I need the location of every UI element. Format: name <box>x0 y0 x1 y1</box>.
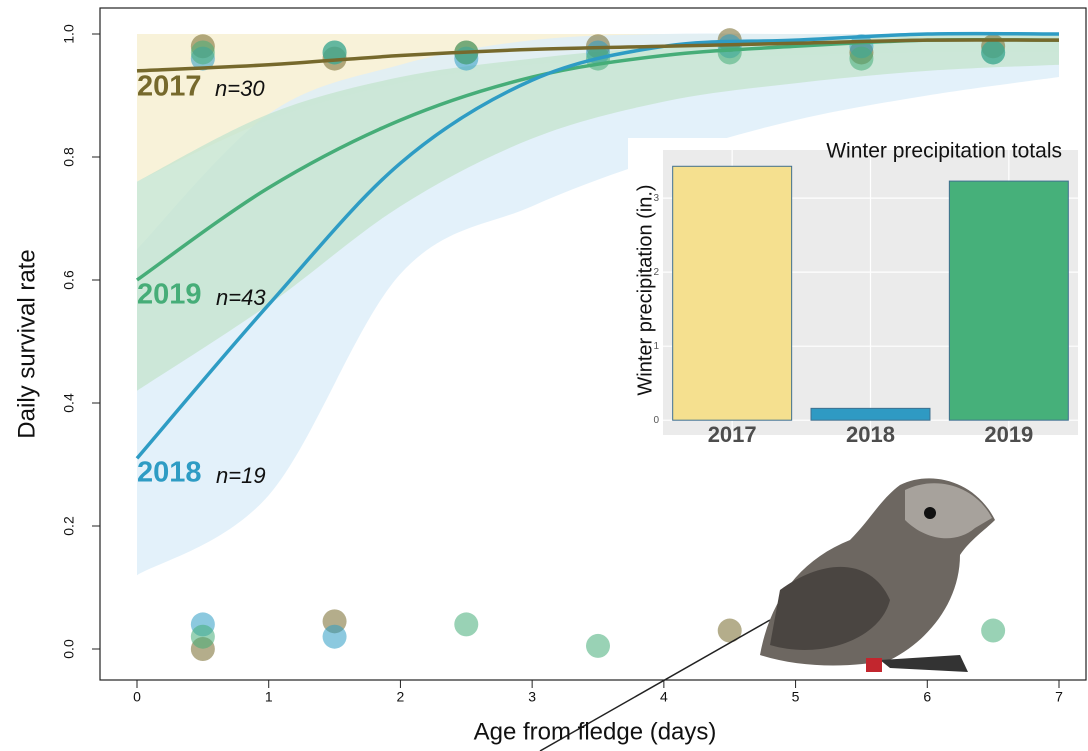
observation-point <box>190 624 215 649</box>
confidence-band <box>137 33 1059 391</box>
y-tick-label: 0.6 <box>61 270 77 290</box>
plot-frame <box>99 7 1087 681</box>
inset-plot: 0 1 2 3 2017 2018 2019 Winter precipitation tot… <box>628 138 1080 447</box>
observation-point <box>586 633 610 658</box>
bird-illustration <box>539 478 995 751</box>
survival-curve <box>135 31 1060 460</box>
observation-point <box>849 46 874 71</box>
series-label: 2017 <box>137 71 202 103</box>
y-axis-title: Daily survival rate <box>13 249 40 438</box>
sample-size-label: n=19 <box>216 463 266 488</box>
x-tick-label: 2 <box>397 689 405 705</box>
bar <box>948 180 1069 421</box>
observation-point <box>322 624 347 649</box>
x-tick-label: 3 <box>528 689 536 705</box>
y-tick-label: 1.0 <box>61 24 77 44</box>
bar <box>810 407 931 421</box>
x-tick-label: 0 <box>133 689 141 705</box>
y-tick-label: 2 <box>653 267 659 278</box>
y-tick-label: 0.2 <box>61 516 77 536</box>
x-tick-label: 4 <box>660 689 668 705</box>
observation-point <box>190 40 215 65</box>
x-tick-label: 7 <box>1055 689 1063 705</box>
x-tick-label: 2017 <box>708 422 757 447</box>
sample-size-label: n=43 <box>216 285 266 310</box>
sample-size-label: n=30 <box>215 76 265 101</box>
observation-point <box>981 40 1006 65</box>
survival-curve <box>136 38 1060 73</box>
observation-point <box>717 618 742 643</box>
x-tick-label: 1 <box>265 689 273 705</box>
inset-title: Winter precipitation totals <box>826 140 1062 163</box>
y-tick-label: 0.0 <box>61 639 77 659</box>
observation-point <box>981 618 1006 643</box>
series-label: 2019 <box>137 279 202 311</box>
y-tick-label: 0.8 <box>61 147 77 167</box>
x-axis-title: Age from fledge (days) <box>474 718 717 745</box>
bar <box>672 165 793 421</box>
series-label: 2018 <box>137 457 202 489</box>
y-tick-label: 0 <box>653 415 659 426</box>
x-tick-label: 5 <box>792 689 800 705</box>
main-plot: 0.0 0.2 0.4 0.6 0.8 1.0 0 1 2 3 4 5 6 7 2017 n=30 2018 n=… <box>61 24 1063 705</box>
observation-point <box>454 612 479 637</box>
inset-y-title: Winter precipitation (in.) <box>634 184 656 395</box>
x-tick-label: 6 <box>923 689 931 705</box>
y-tick-label: 1 <box>653 341 659 352</box>
x-tick-label: 2018 <box>846 422 895 447</box>
x-tick-label: 2019 <box>984 422 1033 447</box>
y-tick-label: 0.4 <box>61 393 77 413</box>
y-tick-label: 3 <box>653 193 659 204</box>
confidence-band <box>137 34 1059 182</box>
